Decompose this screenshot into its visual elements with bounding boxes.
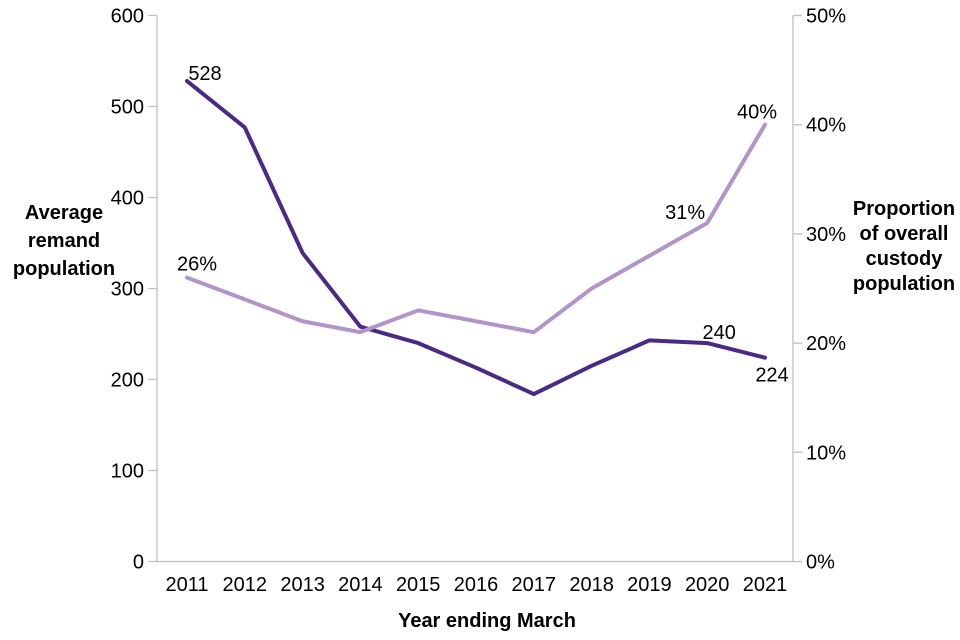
- data-point-label: 240: [703, 322, 736, 344]
- data-point-label: 31%: [665, 202, 705, 224]
- right-axis-tick-label: 40%: [806, 115, 846, 137]
- right-axis-tick-label: 0%: [806, 552, 835, 574]
- left-axis-tick-label: 400: [111, 188, 144, 210]
- x-axis-year-label: 2011: [165, 574, 208, 596]
- left-axis-title: Average remand population: [12, 202, 116, 280]
- data-point-label: 224: [755, 365, 788, 387]
- right-axis-title: Proportion of overall custody population: [852, 198, 956, 295]
- right-axis-tick-label: 50%: [806, 6, 846, 28]
- data-point-label: 40%: [737, 102, 777, 124]
- x-axis-year-label: 2013: [280, 574, 325, 596]
- data-point-label: 26%: [177, 254, 217, 276]
- left-axis-tick-label: 0: [133, 552, 144, 574]
- series-line-custody-proportion: [185, 122, 767, 335]
- x-axis-year-label: 2020: [685, 574, 730, 596]
- x-axis-year-label: 2021: [743, 574, 788, 596]
- x-axis-year-label: 2014: [338, 574, 383, 596]
- x-axis-year-label: 2015: [396, 574, 441, 596]
- left-axis-tick-label: 200: [111, 370, 144, 392]
- x-axis-year-label: 2017: [512, 574, 557, 596]
- x-axis-year-label: 2012: [223, 574, 268, 596]
- left-axis-tick-label: 600: [111, 6, 144, 28]
- left-axis-tick-label: 500: [111, 97, 144, 119]
- x-axis-title: Year ending March: [398, 610, 576, 632]
- x-axis-year-label: 2019: [627, 574, 672, 596]
- left-axis-tick-label: 300: [111, 279, 144, 301]
- x-axis-year-label: 2016: [454, 574, 499, 596]
- right-axis-tick-label: 30%: [806, 224, 846, 246]
- left-axis-tick-label: 100: [111, 461, 144, 483]
- x-axis-year-label: 2018: [569, 574, 614, 596]
- data-point-label: 528: [188, 63, 221, 85]
- right-axis-tick-label: 10%: [806, 442, 846, 464]
- series-line-remand-population: [185, 79, 767, 397]
- right-axis-tick-label: 20%: [806, 333, 846, 355]
